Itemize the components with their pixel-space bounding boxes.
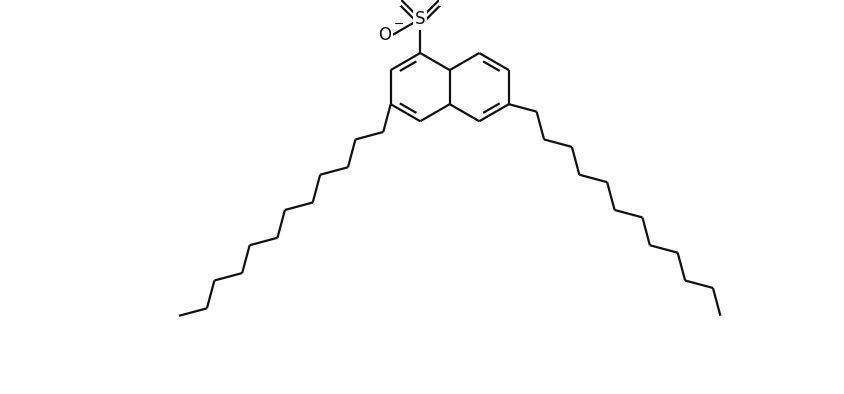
Text: O: O	[387, 0, 399, 4]
Text: O: O	[441, 0, 453, 4]
Text: −: −	[393, 18, 403, 31]
Text: O: O	[378, 26, 391, 44]
Text: S: S	[414, 10, 425, 28]
